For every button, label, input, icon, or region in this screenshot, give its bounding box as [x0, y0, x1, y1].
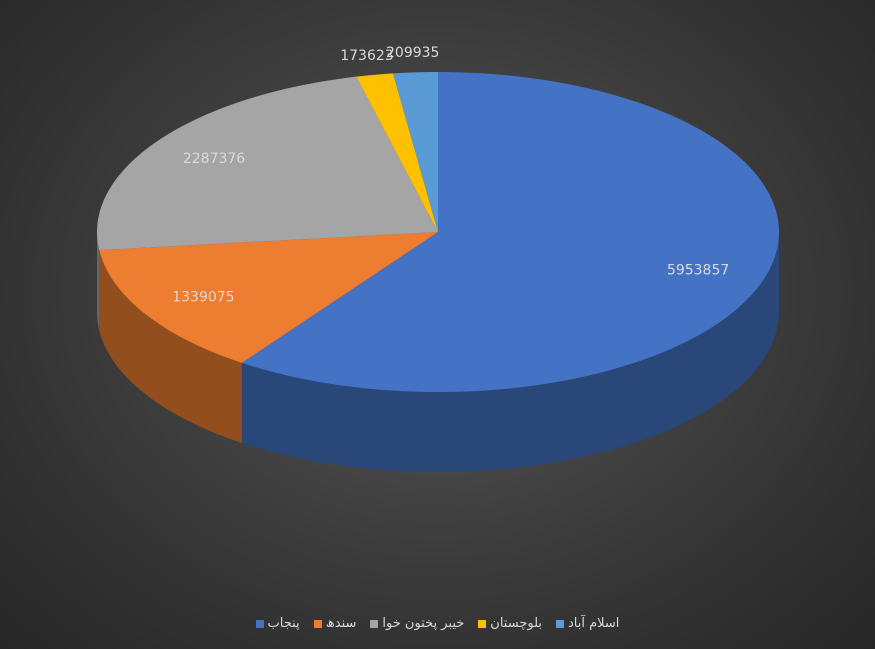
legend-swatch — [370, 619, 379, 628]
data-label: 173623 — [340, 48, 393, 64]
legend-swatch — [255, 619, 264, 628]
legend-item: بلوچستان — [478, 616, 542, 631]
data-label: 2287376 — [183, 151, 245, 167]
legend-swatch — [556, 619, 564, 628]
legend-label: پنجاب — [267, 616, 300, 631]
legend-label: سندھ — [325, 616, 357, 631]
legend-item: خیبر پختون خوا — [370, 616, 464, 631]
legend-swatch — [478, 619, 487, 628]
data-label: 1339075 — [172, 289, 234, 305]
pie-slice — [99, 232, 438, 363]
legend-item: پنجاب — [255, 616, 300, 631]
data-label: 209935 — [386, 45, 439, 61]
legend-label: اسلام آباد — [568, 616, 620, 631]
data-label: 5953857 — [667, 263, 729, 279]
legend-label: خیبر پختون خوا — [382, 616, 465, 631]
pie-slice — [392, 72, 438, 232]
legend-swatch — [313, 619, 322, 628]
legend: پنجاب سندھ خیبر پختون خوا بلوچستان اسلام آبا… — [0, 616, 875, 631]
legend-item: سندھ — [313, 616, 357, 631]
pie-slice — [241, 72, 779, 392]
pie-side — [97, 232, 100, 331]
pie-slice — [356, 73, 438, 233]
pie-slice — [97, 76, 438, 251]
legend-label: بلوچستان — [490, 616, 542, 631]
legend-item: اسلام آباد — [556, 616, 619, 631]
pie-side — [99, 250, 242, 443]
pie-side — [241, 232, 780, 472]
